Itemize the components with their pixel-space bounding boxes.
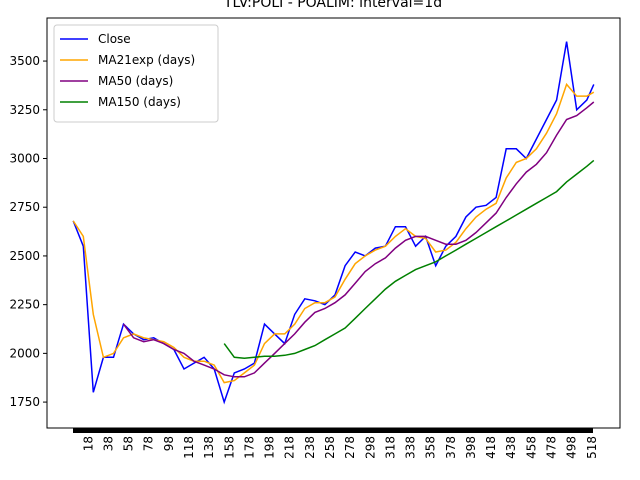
x-tick-label: 178	[242, 436, 256, 459]
x-tick-label: 498	[565, 436, 579, 459]
y-tick-label: 2250	[9, 298, 40, 312]
x-tick-label: 118	[182, 436, 196, 459]
x-tick-label: 278	[343, 436, 357, 459]
y-tick-label: 2000	[9, 346, 40, 360]
x-tick-label: 398	[464, 436, 478, 459]
chart-title: TLV:POLI - POALIM: interval=1d	[223, 0, 442, 11]
series-line	[72, 82, 595, 384]
y-tick-label: 2750	[9, 200, 40, 214]
legend-label: Close	[98, 32, 131, 46]
x-tick-label: 298	[363, 436, 377, 459]
x-tick-label: 218	[283, 436, 297, 459]
x-tick-label: 138	[202, 436, 216, 459]
x-tick-label: 418	[484, 436, 498, 459]
legend-label: MA150 (days)	[98, 95, 181, 109]
x-tick-label: 38	[101, 436, 115, 451]
legend: Close MA21exp (days) MA50 (days) MA150 (day…	[53, 24, 219, 123]
y-tick-label: 1750	[9, 395, 40, 409]
x-tick-label: 98	[162, 436, 176, 451]
x-tick-label: 18	[81, 436, 95, 451]
x-tick-label: 378	[444, 436, 458, 459]
x-tick-label: 478	[545, 436, 559, 459]
y-tick-label: 3250	[9, 103, 40, 117]
series-line	[223, 159, 595, 359]
x-tick-label: 458	[524, 436, 538, 459]
x-tick-label: 158	[222, 436, 236, 459]
y-tick-label: 3000	[9, 151, 40, 165]
legend-label: MA50 (days)	[98, 74, 173, 88]
x-tick-label: 58	[122, 436, 136, 451]
x-tick-label: 78	[142, 436, 156, 451]
y-tick-label: 2500	[9, 249, 40, 263]
x-tick-label: 518	[585, 436, 599, 459]
x-tick-label: 318	[383, 436, 397, 459]
x-tick-label: 238	[303, 436, 317, 459]
legend-label: MA21exp (days)	[98, 53, 195, 67]
x-tick-label: 358	[424, 436, 438, 459]
x-tick-label: 338	[404, 436, 418, 459]
y-tick-label: 3500	[9, 54, 40, 68]
x-tick-label: 258	[323, 436, 337, 459]
series-line	[122, 101, 595, 378]
plot-frame	[46, 17, 621, 429]
x-tick-label: 438	[504, 436, 518, 459]
legend-box	[53, 24, 219, 123]
x-tick-label: 198	[263, 436, 277, 459]
minor-tick-band	[73, 428, 593, 433]
